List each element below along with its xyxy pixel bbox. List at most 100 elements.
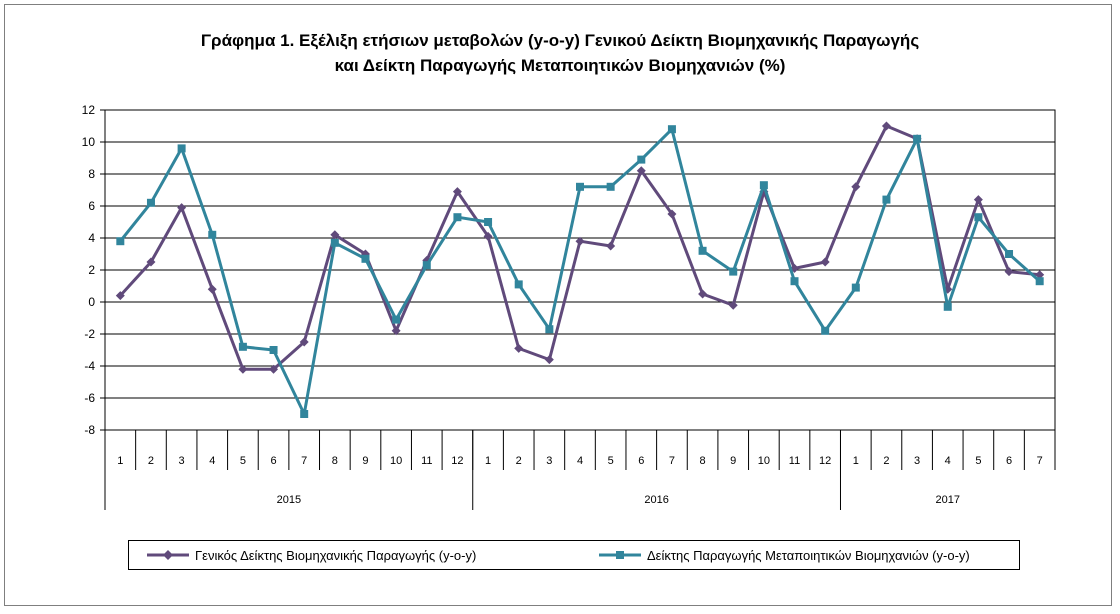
- data-point-series-2: [790, 277, 799, 286]
- x-tick-label: 5: [608, 455, 614, 467]
- x-tick-label: 1: [853, 455, 859, 467]
- legend-label-series-2: Δείκτης Παραγωγής Μεταποιητικών Βιομηχαν…: [647, 547, 970, 563]
- group-label: 2017: [935, 494, 959, 506]
- data-point-series-2: [943, 302, 952, 311]
- data-point-series-1: [1035, 270, 1045, 280]
- data-point-series-2: [361, 254, 370, 263]
- y-tick-label: 12: [82, 103, 96, 117]
- data-point-series-2: [238, 342, 247, 351]
- x-tick-label: 6: [270, 455, 276, 467]
- data-point-series-1: [698, 289, 708, 299]
- x-tick-label: 10: [758, 455, 770, 467]
- y-tick-label: 0: [88, 295, 95, 309]
- x-tick-label: 8: [332, 455, 338, 467]
- data-point-series-2: [637, 155, 646, 164]
- legend-marker-series-2: [599, 551, 641, 559]
- chart-title-line2: και Δείκτη Παραγωγής Μεταποιητικών Βιομη…: [334, 56, 786, 75]
- y-tick-label: -8: [84, 423, 95, 437]
- y-tick-label: -4: [84, 359, 95, 373]
- legend-label-series-1: Γενικός Δείκτης Βιομηχανικής Παραγωγής (…: [195, 547, 477, 563]
- y-tick-label: -6: [84, 391, 95, 405]
- data-point-series-1: [330, 230, 340, 240]
- data-point-series-2: [208, 230, 217, 239]
- data-point-series-2: [484, 218, 493, 226]
- data-point-series-1: [973, 195, 983, 205]
- x-tick-label: 3: [179, 455, 185, 467]
- x-tick-label: 7: [669, 455, 675, 467]
- data-point-series-2: [545, 325, 554, 334]
- y-tick-label: 10: [82, 135, 96, 149]
- data-point-series-2: [422, 261, 431, 270]
- x-tick-label: 11: [789, 455, 800, 467]
- data-point-series-1: [728, 300, 738, 310]
- x-tick-label: 1: [485, 455, 491, 467]
- data-point-series-2: [882, 195, 891, 204]
- x-tick-label: 8: [700, 455, 706, 467]
- data-point-series-1: [636, 166, 646, 176]
- data-point-series-2: [116, 237, 125, 246]
- data-point-series-1: [115, 291, 125, 301]
- data-point-series-2: [667, 125, 676, 134]
- x-tick-label: 2: [516, 455, 522, 467]
- data-point-series-2: [514, 280, 523, 289]
- data-point-series-2: [177, 144, 186, 153]
- x-tick-label: 6: [638, 455, 644, 467]
- data-point-series-1: [820, 257, 830, 267]
- data-point-series-1: [299, 337, 309, 347]
- series-line-1: [119, 124, 1040, 371]
- y-tick-label: 4: [88, 231, 95, 245]
- data-point-series-2: [913, 134, 922, 143]
- data-point-series-1: [391, 326, 401, 336]
- data-point-series-1: [452, 187, 462, 197]
- x-tick-label: 4: [945, 455, 951, 467]
- data-point-series-2: [759, 181, 768, 190]
- y-tick-label: -2: [84, 327, 95, 341]
- data-point-series-1: [575, 236, 585, 246]
- x-tick-label: 12: [819, 455, 831, 467]
- data-point-series-2: [1005, 250, 1014, 258]
- data-point-series-1: [606, 241, 616, 251]
- data-point-series-1: [269, 364, 279, 374]
- x-tick-label: 3: [914, 455, 920, 467]
- y-tick-label: 8: [88, 167, 95, 181]
- x-tick-label: 11: [421, 455, 432, 467]
- legend-marker-series-1: [147, 550, 189, 560]
- data-point-series-1: [544, 355, 554, 365]
- chart-title: Γράφημα 1. Εξέλιξη ετήσιων μεταβολών (y-…: [0, 28, 1120, 78]
- x-tick-label: 9: [362, 455, 368, 467]
- y-tick-label: 6: [88, 199, 95, 213]
- x-tick-label: 7: [1037, 455, 1043, 467]
- group-label: 2015: [277, 494, 301, 506]
- x-tick-label: 7: [301, 455, 307, 467]
- data-point-series-2: [698, 246, 707, 255]
- data-point-series-1: [177, 203, 187, 213]
- x-tick-label: 12: [451, 455, 463, 467]
- chart-frame: [4, 4, 1112, 606]
- data-point-series-2: [974, 213, 983, 222]
- data-point-series-1: [483, 231, 493, 241]
- data-point-series-1: [1004, 267, 1014, 277]
- data-point-series-1: [146, 257, 156, 267]
- data-point-series-2: [269, 346, 278, 354]
- x-tick-label: 3: [546, 455, 552, 467]
- data-point-series-1: [851, 182, 861, 192]
- x-tick-label: 6: [1006, 455, 1012, 467]
- data-point-series-2: [300, 410, 309, 418]
- data-point-series-2: [821, 326, 830, 335]
- x-tick-label: 10: [390, 455, 402, 467]
- x-tick-label: 4: [209, 455, 215, 467]
- x-tick-label: 2: [148, 455, 154, 467]
- data-point-series-2: [576, 182, 584, 191]
- series-line-2: [119, 127, 1041, 416]
- data-point-series-2: [606, 182, 615, 191]
- x-tick-label: 9: [730, 455, 736, 467]
- data-point-series-2: [146, 198, 155, 207]
- data-point-series-1: [238, 364, 248, 374]
- y-tick-label: 2: [88, 263, 95, 277]
- x-tick-label: 5: [240, 455, 246, 467]
- legend-item-series-1: Γενικός Δείκτης Βιομηχανικής Παραγωγής (…: [147, 541, 476, 569]
- data-point-series-1: [207, 284, 217, 294]
- data-point-series-2: [851, 283, 860, 292]
- chart-title-line1: Γράφημα 1. Εξέλιξη ετήσιων μεταβολών (y-…: [200, 31, 920, 50]
